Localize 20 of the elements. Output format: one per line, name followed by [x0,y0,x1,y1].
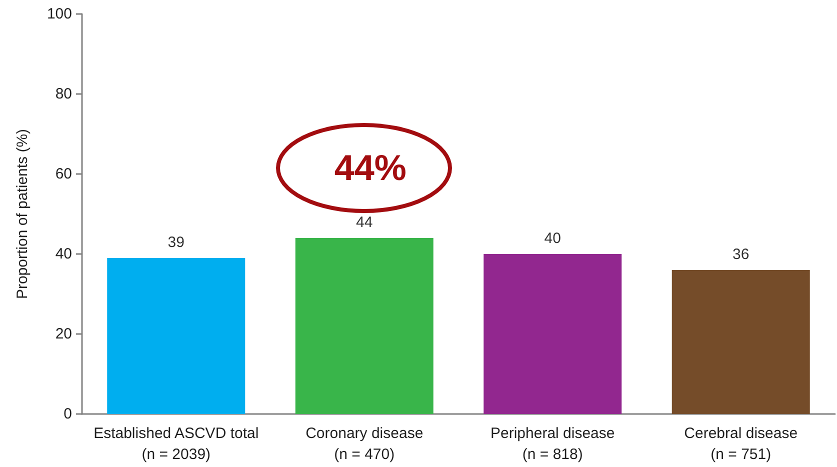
data-label: 44 [356,214,373,231]
bar [295,238,434,414]
x-tick-label: Cerebral disease (n = 751) [684,425,798,463]
x-tick-label: Peripheral disease (n = 818) [490,425,615,463]
annotation: 44% [334,147,406,188]
y-axis-title: Proportion of patients (%) [14,128,31,300]
y-tick-label: 40 [55,246,72,262]
y-tick-label: 80 [55,86,72,102]
x-tick-label: Coronary disease (n = 470) [306,425,424,463]
data-label: 40 [544,230,561,247]
bar [107,258,246,414]
data-label: 36 [732,246,750,263]
data-label: 39 [168,234,184,251]
y-tick-label: 20 [55,326,72,342]
y-tick-label: 0 [64,406,72,422]
bar [484,254,622,414]
y-tick-label: 60 [55,166,72,182]
y-tick-label: 100 [46,6,72,22]
x-tick-label: Established ASCVD total (n = 2039) [94,425,259,463]
bar [672,270,810,414]
